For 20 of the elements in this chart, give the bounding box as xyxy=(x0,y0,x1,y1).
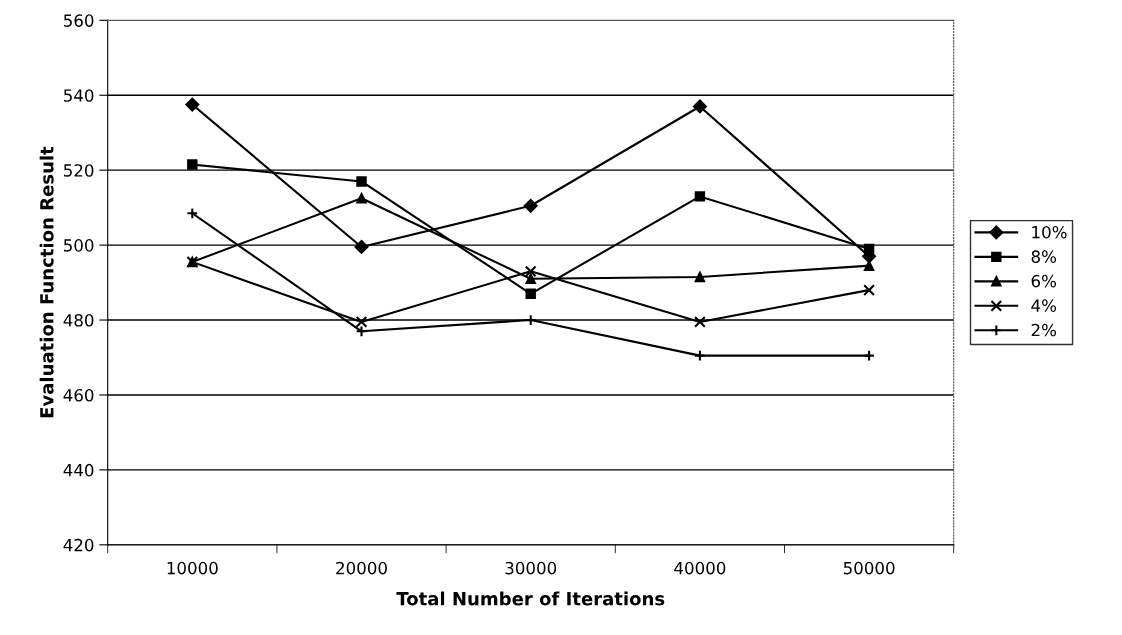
legend-label: 4% xyxy=(1031,299,1057,312)
x-axis-title: Total Number of Iterations xyxy=(396,591,665,606)
x-tick-label: 30000 xyxy=(505,561,557,575)
y-tick-label: 440 xyxy=(63,463,94,477)
x-tick-label: 20000 xyxy=(336,561,387,575)
x-tick-label: 50000 xyxy=(843,561,895,575)
x-tick-label: 10000 xyxy=(167,561,218,575)
y-tick-label: 500 xyxy=(63,239,94,252)
y-tick-label: 420 xyxy=(63,538,94,552)
y-tick-label: 540 xyxy=(63,89,94,102)
y-tick-label: 460 xyxy=(63,388,94,402)
legend-label: 8% xyxy=(1031,250,1057,263)
y-tick-label: 520 xyxy=(63,164,94,177)
legend-label: 2% xyxy=(1031,323,1057,337)
legend-label: 6% xyxy=(1031,274,1057,288)
y-tick-label: 560 xyxy=(63,14,94,27)
y-axis-title: Evaluation Function Result xyxy=(39,146,54,418)
x-tick-label: 40000 xyxy=(674,561,726,575)
legend-label: 10% xyxy=(1032,225,1067,239)
y-tick-label: 480 xyxy=(63,314,94,327)
